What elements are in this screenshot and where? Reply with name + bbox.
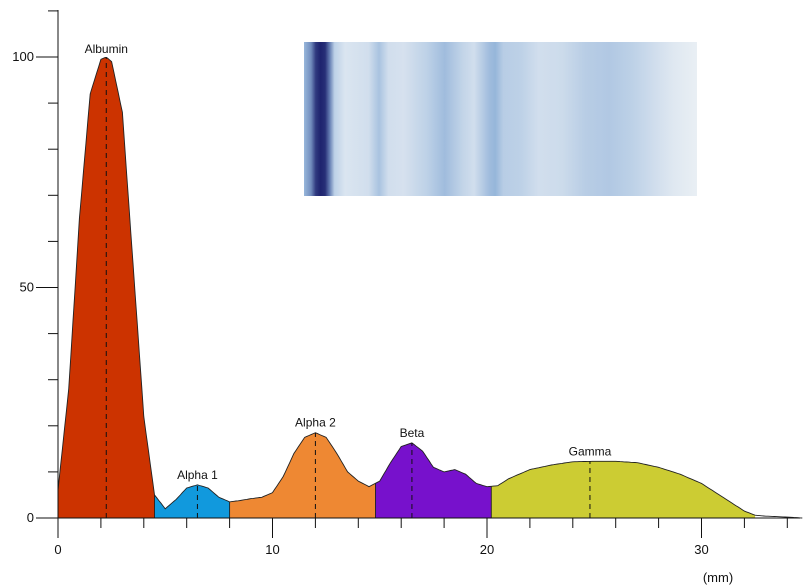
peak-label-beta: Beta [400,426,425,440]
fraction-area-beta [375,442,492,518]
fraction-area-albumin [58,57,155,518]
peak-label-gamma: Gamma [569,444,612,458]
gel-strip [304,42,697,196]
fraction-area-gamma [491,461,756,518]
y-tick-label: 100 [12,49,34,64]
fractions-layer [58,57,756,518]
profile-line [57,57,803,519]
peak-label-albumin: Albumin [85,42,128,56]
peak-label-alpha-2: Alpha 2 [295,416,336,430]
y-tick-label: 50 [20,280,34,295]
x-tick-label: 30 [694,542,708,557]
fraction-dividers [105,57,591,518]
peak-label-alpha-1: Alpha 1 [177,468,218,482]
x-tick-label: 0 [54,542,61,557]
gel-strip-image [304,42,697,196]
peak-labels: Albumin Alpha 1 Alpha 2 Beta Gamma [85,42,612,482]
x-tick-label: 20 [480,542,494,557]
fraction-area-alpha-1 [154,484,230,518]
x-axis-label: (mm) [703,570,733,585]
fraction-area-alpha-2 [229,432,376,518]
axes: 0 50 100 0 10 20 30 [12,10,800,557]
y-tick-label: 0 [27,510,34,525]
x-tick-label: 10 [265,542,279,557]
profile-layer [57,57,803,519]
